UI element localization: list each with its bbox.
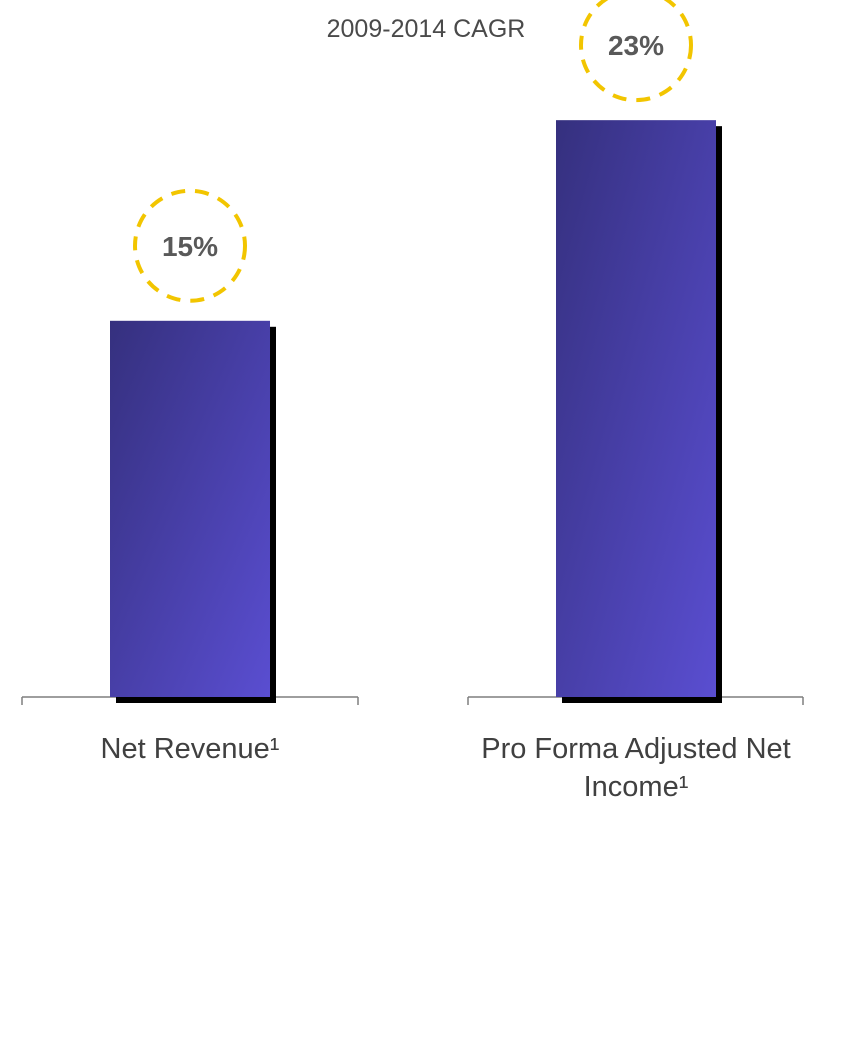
chart-title: 2009-2014 CAGR — [327, 15, 526, 43]
category-label: Pro Forma Adjusted Net Income¹ — [481, 733, 790, 803]
bar — [110, 320, 270, 697]
value-label-circle — [579, 0, 693, 103]
value-label: 15% — [162, 231, 218, 262]
value-label-circle — [133, 188, 247, 303]
category-label: Net Revenue¹ — [101, 733, 280, 765]
bar — [556, 120, 716, 697]
value-label: 23% — [608, 30, 664, 61]
